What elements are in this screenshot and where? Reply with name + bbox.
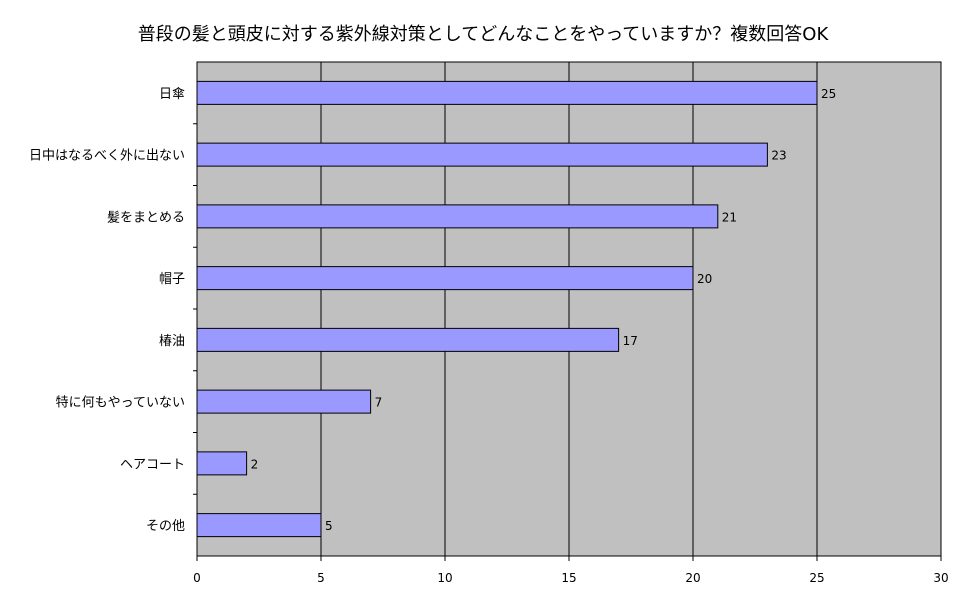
x-tick-label: 10 xyxy=(437,571,452,585)
data-label: 17 xyxy=(623,334,638,348)
data-label: 5 xyxy=(325,519,333,533)
category-label: 日中はなるべく外に出ない xyxy=(29,149,185,164)
category-label: 帽子 xyxy=(159,271,185,287)
bar xyxy=(196,513,322,538)
data-label: 7 xyxy=(375,396,383,410)
bar xyxy=(196,327,620,352)
x-tick-label: 0 xyxy=(193,571,201,585)
category-label: 日傘 xyxy=(159,87,185,102)
data-label: 2 xyxy=(251,457,259,471)
data-label: 20 xyxy=(697,272,712,286)
data-label: 25 xyxy=(821,87,836,101)
category-label: その他 xyxy=(146,519,185,534)
bar xyxy=(196,451,248,476)
x-tick-label: 20 xyxy=(685,571,700,585)
x-tick-label: 25 xyxy=(809,571,824,585)
category-label: 特に何もやっていない xyxy=(56,395,185,411)
chart-title: 普段の髪と頭皮に対する紫外線対策としてどんなことをやっていますか？複数回答OK xyxy=(137,24,829,45)
category-label: ヘアコート xyxy=(120,457,185,472)
x-tick-label: 30 xyxy=(933,571,948,585)
bar xyxy=(196,142,768,167)
bar xyxy=(196,204,719,229)
x-tick-label: 5 xyxy=(317,571,325,585)
bar xyxy=(196,80,818,105)
category-label: 椿油 xyxy=(159,334,185,349)
data-label: 23 xyxy=(771,149,786,163)
x-tick-label: 15 xyxy=(561,571,576,585)
data-label: 21 xyxy=(722,210,737,224)
bar xyxy=(196,266,694,291)
bar xyxy=(196,389,372,414)
category-label: 髪をまとめる xyxy=(107,210,185,225)
